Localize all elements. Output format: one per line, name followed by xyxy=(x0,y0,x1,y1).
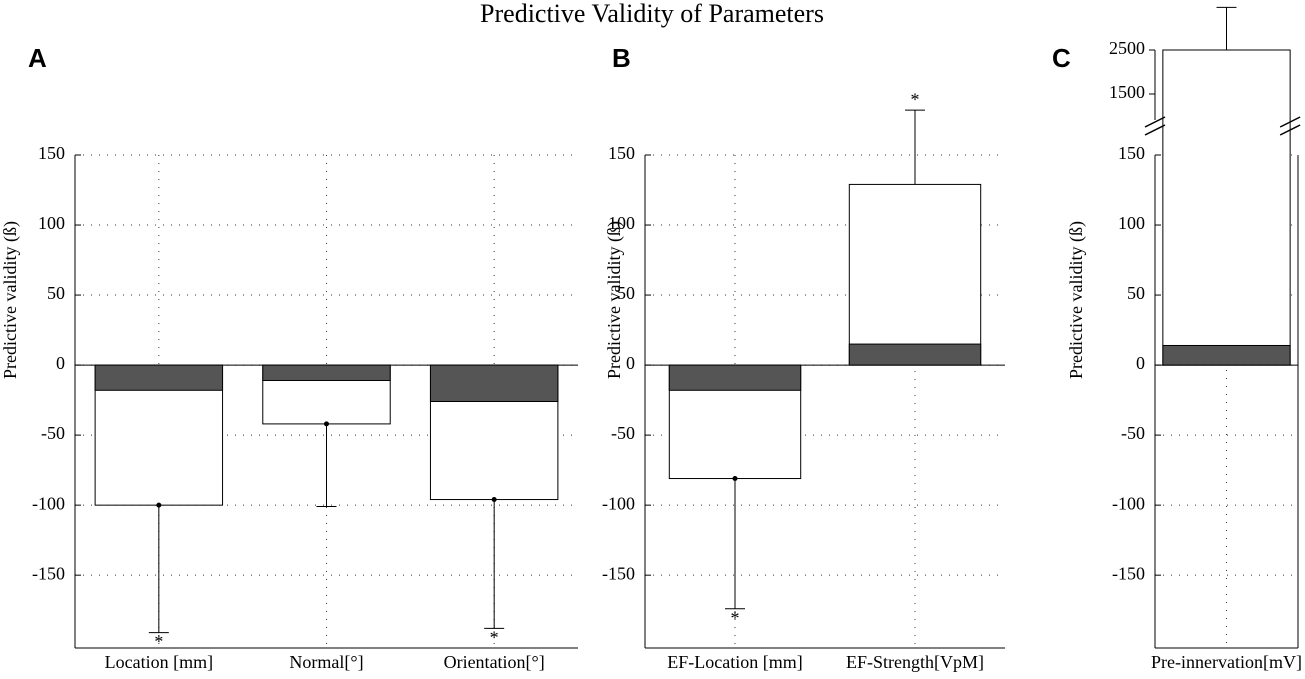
y-tick-label: 100 xyxy=(608,213,635,233)
y-tick-label: 1500 xyxy=(1109,82,1145,102)
y-axis-label: Predictive validity (ß) xyxy=(604,221,625,379)
y-tick-label: 0 xyxy=(56,353,65,373)
x-tick-label: Normal[°] xyxy=(289,652,363,672)
error-dot xyxy=(324,421,329,427)
inner-bar xyxy=(668,364,802,391)
x-tick-label: Orientation[°] xyxy=(444,652,545,672)
y-tick-label: -150 xyxy=(1112,563,1145,583)
y-tick-label: 2500 xyxy=(1109,38,1145,58)
significance-marker: * xyxy=(911,89,920,109)
axis-break xyxy=(1144,124,1166,136)
y-tick-label: -50 xyxy=(41,423,65,443)
chart-title: Predictive Validity of Parameters xyxy=(480,0,824,28)
significance-marker: * xyxy=(1222,0,1231,6)
y-tick-label: -150 xyxy=(32,563,65,583)
error-dot xyxy=(156,502,162,508)
bar xyxy=(848,183,982,366)
y-tick-label: -150 xyxy=(602,563,635,583)
y-tick-label: 150 xyxy=(38,143,65,163)
y-tick-label: 50 xyxy=(617,283,635,303)
y-tick-label: -100 xyxy=(602,493,635,513)
panel-label: B xyxy=(612,43,631,73)
x-tick-label: Pre-innervation[mV] xyxy=(1151,652,1302,672)
axis-break xyxy=(1279,124,1301,136)
y-tick-label: 100 xyxy=(1118,213,1145,233)
inner-bar xyxy=(429,364,559,403)
y-tick-label: 50 xyxy=(47,283,65,303)
inner-bar xyxy=(262,364,391,381)
x-tick-label: Location [mm] xyxy=(105,652,213,672)
significance-marker: * xyxy=(731,608,740,628)
y-tick-label: -100 xyxy=(32,493,65,513)
inner-bar xyxy=(848,343,982,366)
significance-marker: * xyxy=(154,632,163,652)
axis-break xyxy=(1144,116,1166,128)
inner-bar xyxy=(94,364,224,391)
x-tick-label: EF-Strength[VpM] xyxy=(846,652,984,672)
inner-bar xyxy=(1162,344,1291,366)
y-tick-label: -100 xyxy=(1112,493,1145,513)
y-tick-label: -50 xyxy=(611,423,635,443)
panel-label: A xyxy=(28,43,47,73)
y-tick-label: -50 xyxy=(1121,423,1145,443)
panel-label: C xyxy=(1052,43,1071,73)
y-tick-label: 0 xyxy=(626,353,635,373)
x-tick-label: EF-Location [mm] xyxy=(667,652,802,672)
y-tick-label: 150 xyxy=(1118,143,1145,163)
y-axis-label: Predictive validity (ß) xyxy=(0,221,21,379)
y-tick-label: 50 xyxy=(1127,283,1145,303)
y-tick-label: 0 xyxy=(1136,353,1145,373)
y-tick-label: 100 xyxy=(38,213,65,233)
significance-marker: * xyxy=(490,628,499,648)
bar xyxy=(1162,49,1291,366)
error-dot xyxy=(732,476,738,482)
error-dot xyxy=(491,497,497,503)
y-tick-label: 150 xyxy=(608,143,635,163)
axis-break xyxy=(1279,116,1301,128)
y-axis-label: Predictive validity (ß) xyxy=(1066,221,1087,379)
